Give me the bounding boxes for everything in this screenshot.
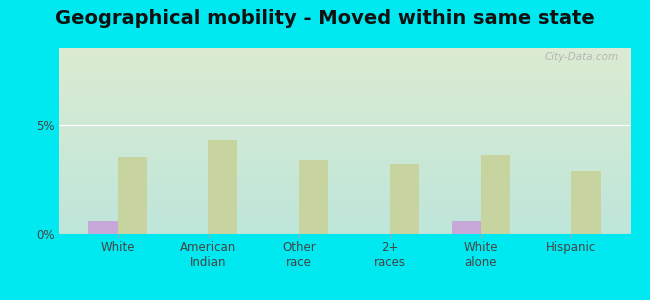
Text: City-Data.com: City-Data.com [545,52,619,62]
Bar [88,221,118,234]
Bar [481,155,510,234]
Bar [452,221,481,234]
Text: Geographical mobility - Moved within same state: Geographical mobility - Moved within sam… [55,9,595,28]
Legend: Wausaukee, WI, Wisconsin: Wausaukee, WI, Wisconsin [213,299,476,300]
Bar [390,164,419,234]
Bar [571,170,601,234]
Bar [118,158,146,234]
Bar [299,160,328,234]
Bar [208,140,237,234]
